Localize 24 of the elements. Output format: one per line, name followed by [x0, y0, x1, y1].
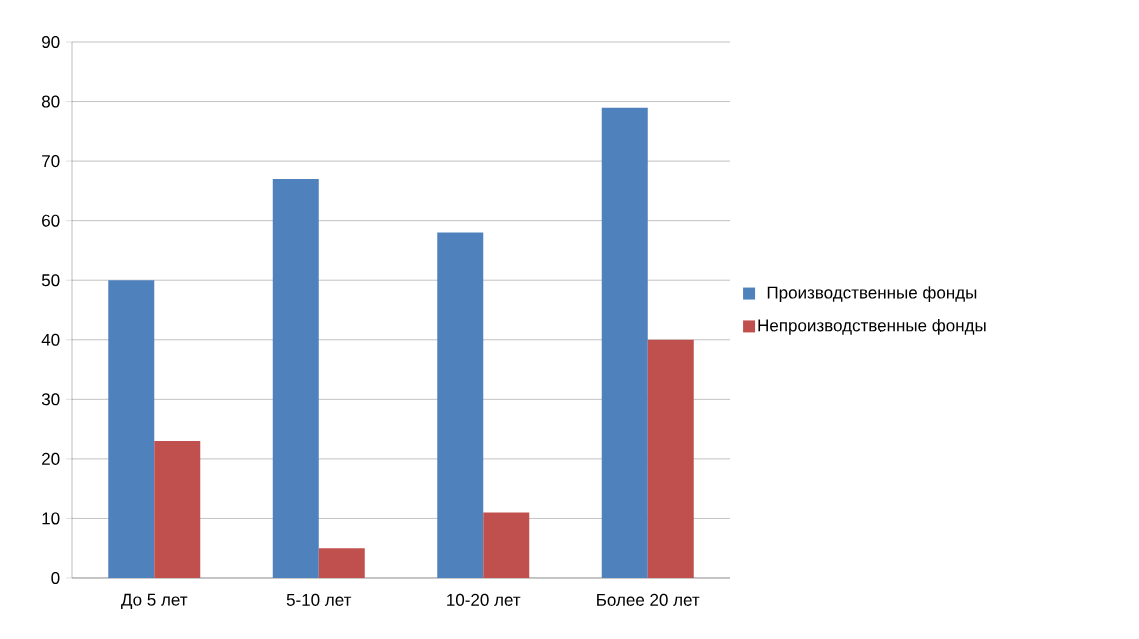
legend-label: Непроизводственные фонды: [758, 319, 986, 335]
bar: [108, 280, 155, 578]
legend-label: Производственные фонды: [767, 286, 977, 302]
bar: [318, 548, 365, 578]
y-tick-label: 0: [51, 571, 60, 585]
bar: [272, 178, 319, 578]
y-tick-label: 90: [42, 35, 60, 49]
y-tick-label: 10: [42, 512, 60, 525]
y-tick-label: 60: [42, 214, 60, 227]
bar: [601, 107, 648, 578]
x-tick-label: 5-10 лет: [286, 593, 352, 606]
y-tick-label: 30: [41, 393, 60, 406]
bar: [647, 339, 694, 578]
y-tick-label: 70: [42, 155, 60, 168]
y-tick-label: 50: [41, 274, 60, 287]
bar: [437, 232, 484, 578]
y-tick-label: 40: [41, 333, 60, 346]
x-tick-label: Более 20 лет: [597, 593, 700, 606]
x-tick-label: 10-20 лет: [447, 593, 521, 606]
y-tick-label: 80: [41, 95, 60, 108]
bar: [154, 441, 201, 578]
x-tick-label: До 5 лет: [121, 593, 188, 609]
bar: [483, 512, 530, 578]
y-tick-label: 20: [42, 452, 60, 465]
